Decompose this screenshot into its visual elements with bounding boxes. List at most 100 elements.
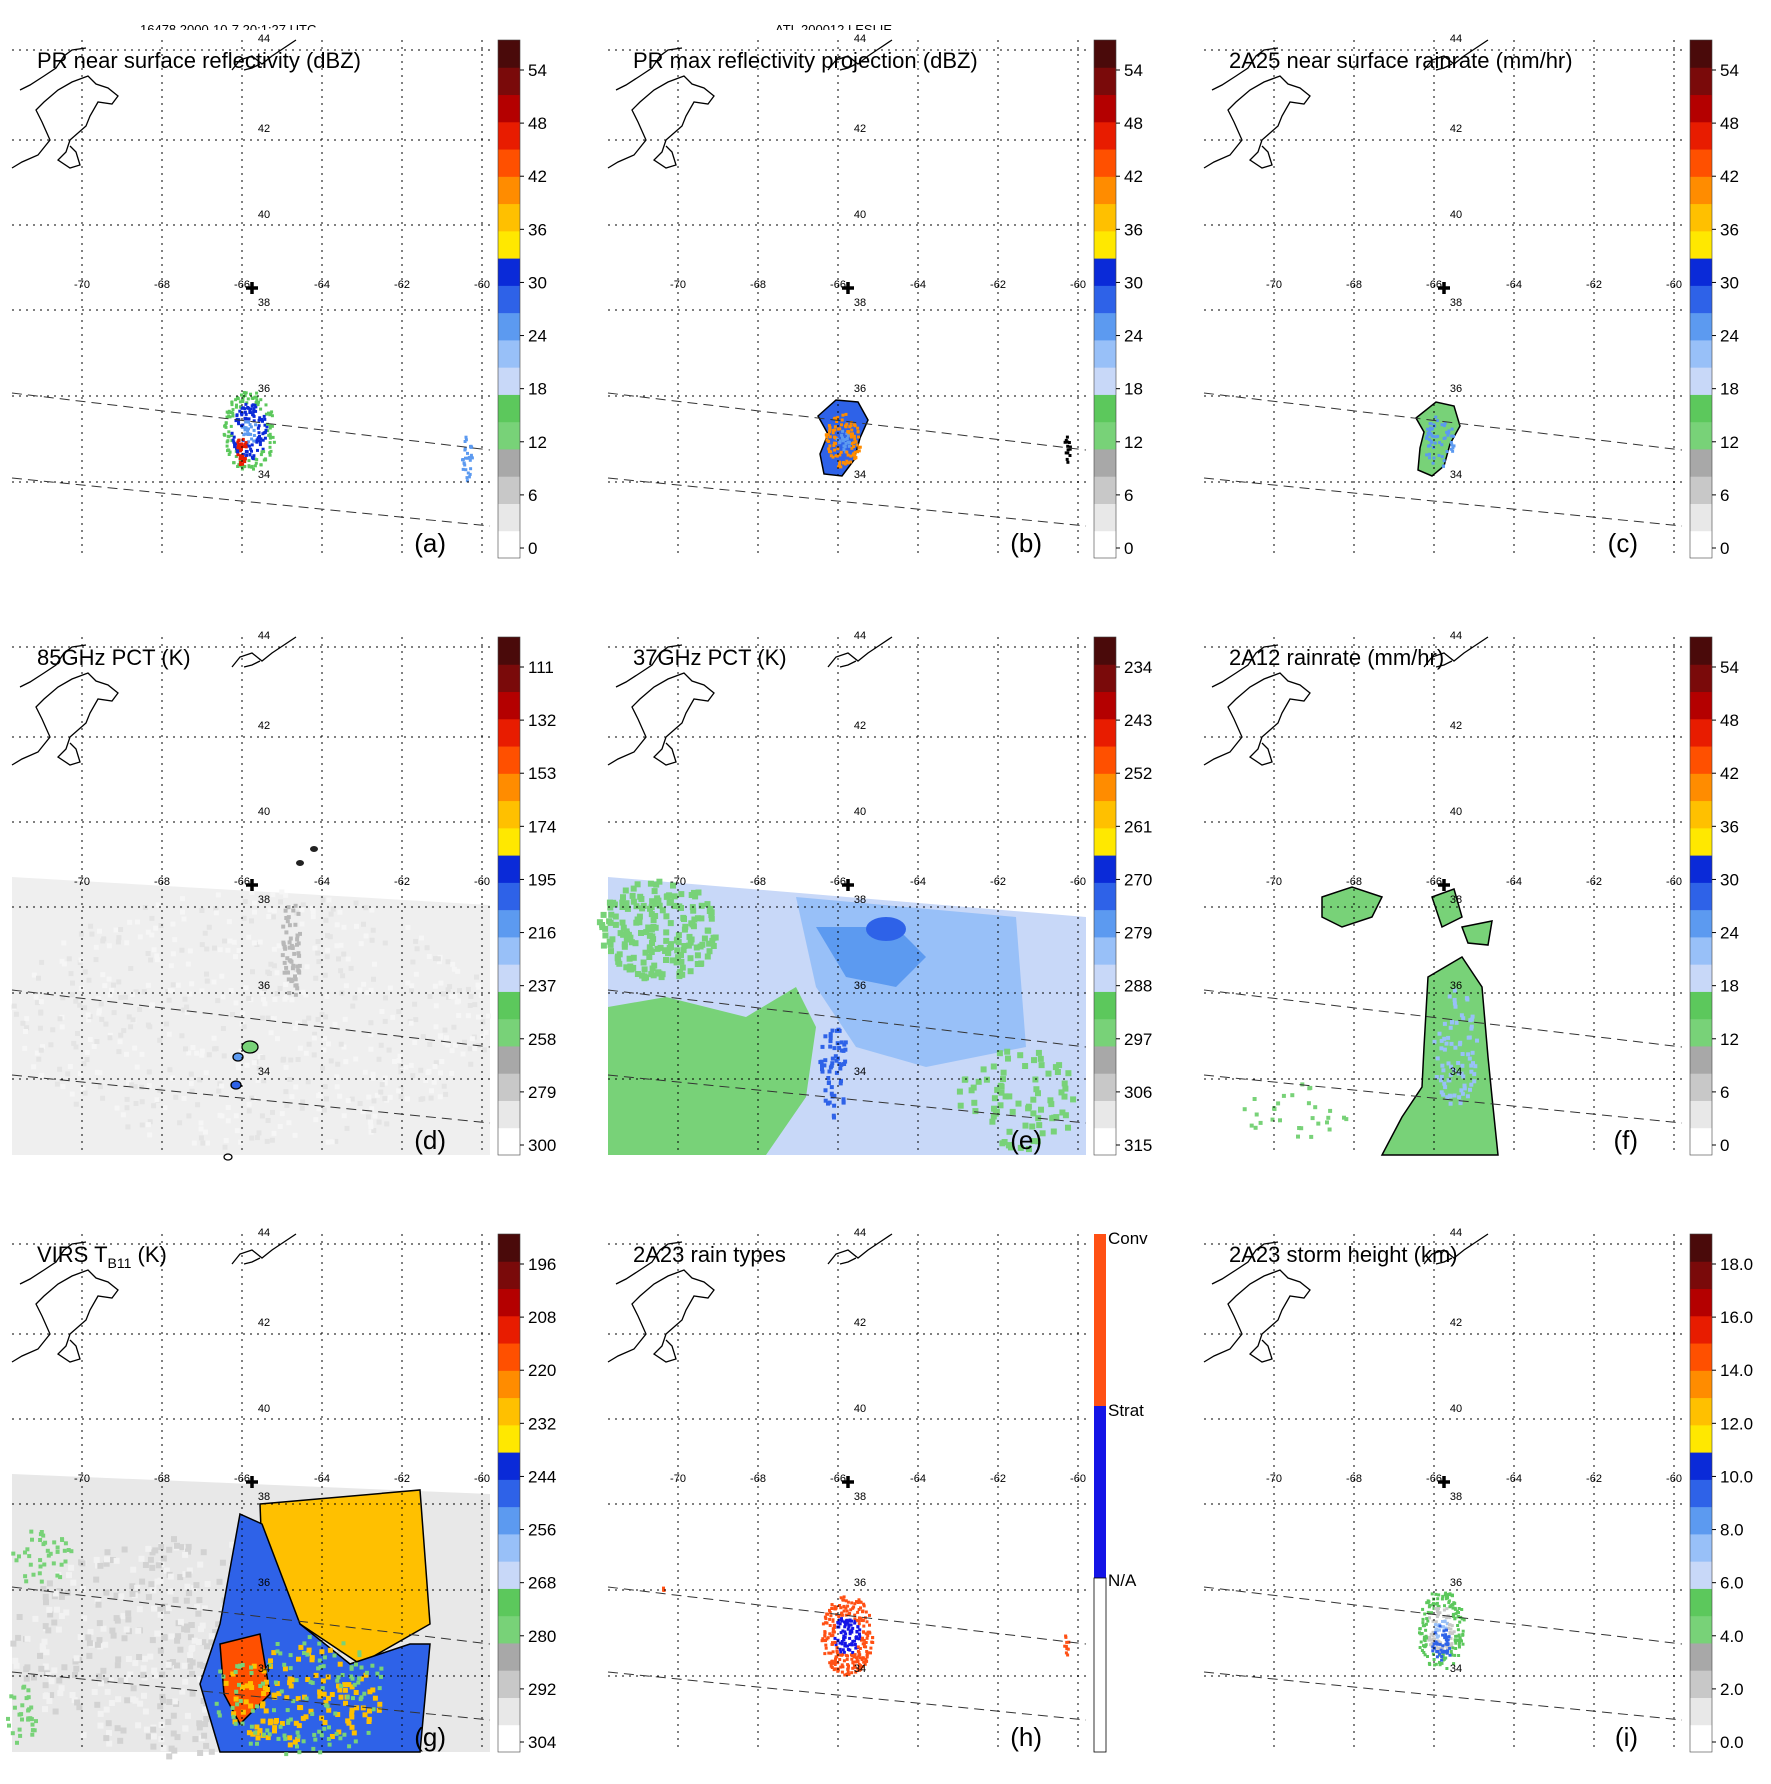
colorbar-segment xyxy=(1690,1045,1712,1074)
colorbar-segment xyxy=(1094,1100,1116,1129)
colorbar-segment xyxy=(1094,855,1116,883)
pr-swath-edge-south xyxy=(607,1074,1087,1124)
colorbar-label-na: N/A xyxy=(1108,1571,1137,1590)
colorbar-segment xyxy=(1690,1724,1712,1753)
colorbar-label-208: 208 xyxy=(528,1308,556,1327)
lon-label--60: -60 xyxy=(1666,279,1682,291)
colorbar-segment xyxy=(498,1424,520,1453)
colorbar-segment xyxy=(498,258,520,286)
colorbar-label-4.0: 4.0 xyxy=(1720,1627,1744,1646)
lat-label-36: 36 xyxy=(258,1577,270,1589)
colorbar-label-30: 30 xyxy=(1124,273,1143,292)
colorbar-segment xyxy=(1690,367,1712,395)
colorbar-segment xyxy=(498,827,520,856)
lat-label-42: 42 xyxy=(258,123,270,135)
lat-label-38: 38 xyxy=(854,297,866,309)
colorbar-segment xyxy=(1690,1452,1712,1480)
pr-swath-edge-south xyxy=(607,477,1087,527)
panel-a-map: -70 -68 -66 -64 -62 -60 44 42 40 38 36 34 PR near su… xyxy=(0,30,580,590)
lat-label-42: 42 xyxy=(1450,123,1462,135)
panel-d-map: -70 -68 -66 -64 -62 -60 44 42 40 38 36 34 85GHz PCT … xyxy=(0,627,580,1187)
radar-echo-cluster xyxy=(280,903,302,997)
lon-label--62: -62 xyxy=(394,279,410,291)
colorbar-segment xyxy=(498,718,520,747)
colorbar-segment xyxy=(1690,1261,1712,1290)
colorbar-frame xyxy=(497,39,521,559)
rainrate-echo xyxy=(1460,920,1493,946)
lon-label--64: -64 xyxy=(1506,1473,1522,1485)
colorbar-segment xyxy=(1094,664,1116,693)
colorbar-label-24: 24 xyxy=(1124,327,1143,346)
colorbar-segment xyxy=(1690,936,1712,965)
colorbar-segment xyxy=(1690,230,1712,259)
panel-e-map: -70 -68 -66 -64 -62 -60 44 42 40 38 36 34 37GHz PCT … xyxy=(596,627,1176,1187)
pr-swath-edge-north xyxy=(607,1586,1087,1645)
panel-title: VIRS TB11 (K) xyxy=(37,1242,167,1271)
colorbar-label-42: 42 xyxy=(1720,764,1739,783)
lat-label-34: 34 xyxy=(258,1066,270,1078)
colorbar-segment xyxy=(1690,1506,1712,1535)
colorbar-label-174: 174 xyxy=(528,817,556,836)
pr-swath-edge-north xyxy=(607,989,1087,1048)
lon-label--68: -68 xyxy=(750,279,766,291)
colorbar-segment xyxy=(1690,1479,1712,1508)
colorbar-segment xyxy=(498,882,520,911)
colorbar-label-strat: Strat xyxy=(1108,1401,1144,1420)
colorbar-label-306: 306 xyxy=(1124,1083,1152,1102)
panel-label: (b) xyxy=(1010,528,1042,558)
colorbar-label-300: 300 xyxy=(528,1136,556,1155)
colorbar-label-0: 0 xyxy=(1720,1136,1729,1155)
rainrate-main-band xyxy=(1380,955,1499,1156)
colorbar-label-0.0: 0.0 xyxy=(1720,1733,1744,1752)
colorbar-label-10.0: 10.0 xyxy=(1720,1467,1753,1486)
lat-label-44: 44 xyxy=(1450,1227,1462,1239)
colorbar-segment xyxy=(1690,637,1712,665)
colorbar-label-conv: Conv xyxy=(1108,1229,1148,1248)
lat-label-40: 40 xyxy=(854,209,866,221)
colorbar-segment xyxy=(1094,94,1116,123)
colorbar-na xyxy=(1093,1577,1107,1753)
storm-center-icon xyxy=(1438,1476,1450,1488)
lat-label-34: 34 xyxy=(1450,469,1462,481)
colorbar-segment xyxy=(498,1506,520,1535)
colorbar-segment xyxy=(1094,637,1116,665)
colorbar-label-36: 36 xyxy=(1720,220,1739,239)
panel-f: -70 -68 -66 -64 -62 -60 44 42 40 38 36 34 2A12 rainr… xyxy=(1192,627,1771,1187)
colorbar-segment xyxy=(1690,964,1712,992)
radar-echo-cluster xyxy=(461,435,474,483)
colorbar-segment xyxy=(1690,94,1712,123)
colorbar-segment xyxy=(1094,339,1116,368)
lon-label--70: -70 xyxy=(74,876,90,888)
colorbar-segment xyxy=(498,94,520,123)
lon-label--68: -68 xyxy=(154,1473,170,1485)
lon-label--66: -66 xyxy=(1426,279,1442,291)
pct85-echo xyxy=(223,1153,233,1161)
colorbar-segment xyxy=(1094,991,1116,1020)
colorbar-segment xyxy=(498,691,520,720)
colorbar-segment xyxy=(1094,149,1116,177)
colorbar-segment xyxy=(498,1479,520,1508)
lon-label--68: -68 xyxy=(750,876,766,888)
colorbar-segment xyxy=(498,637,520,665)
coastline xyxy=(11,636,297,766)
colorbar-label-6: 6 xyxy=(1720,486,1729,505)
lon-label--70: -70 xyxy=(1266,1473,1282,1485)
panel-i-map: -70 -68 -66 -64 -62 -60 44 42 40 38 36 34 2A23 storm… xyxy=(1192,1224,1771,1784)
colorbar-label-42: 42 xyxy=(1720,167,1739,186)
lon-label--70: -70 xyxy=(1266,279,1282,291)
lon-label--60: -60 xyxy=(474,279,490,291)
colorbar-label-243: 243 xyxy=(1124,711,1152,730)
colorbar-segment xyxy=(1690,1561,1712,1589)
colorbar-segment xyxy=(1094,394,1116,423)
radar-echo-cluster xyxy=(1432,988,1479,1106)
colorbar-label-279: 279 xyxy=(1124,924,1152,943)
colorbar-label-18: 18 xyxy=(1124,380,1143,399)
lat-label-40: 40 xyxy=(258,209,270,221)
panel-i: -70 -68 -66 -64 -62 -60 44 42 40 38 36 34 2A23 storm… xyxy=(1192,1224,1771,1784)
panel-label: (e) xyxy=(1010,1125,1042,1155)
colorbar-label-24: 24 xyxy=(528,327,547,346)
title-suffix: (K) xyxy=(131,1242,166,1267)
lon-label--66: -66 xyxy=(234,876,250,888)
colorbar-segment xyxy=(498,476,520,504)
lat-label-38: 38 xyxy=(258,894,270,906)
